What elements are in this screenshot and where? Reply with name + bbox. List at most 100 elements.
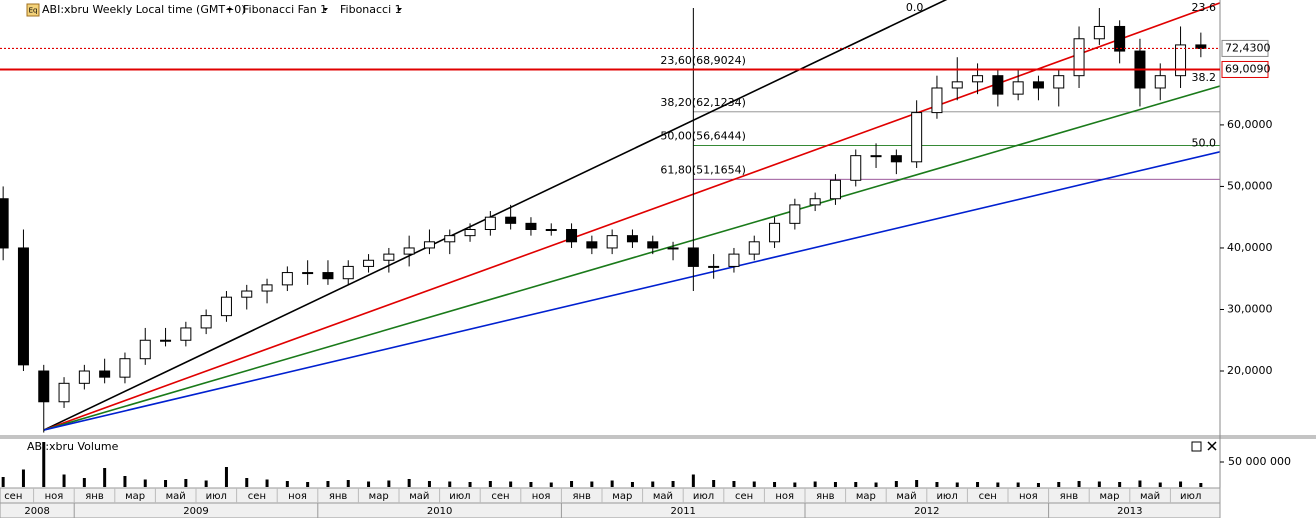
volume-bar [935,482,939,487]
candle-body [78,370,90,384]
month-label: янв [816,491,835,502]
candle-body [0,198,9,249]
candle-body [1073,38,1085,77]
fan-ray-label: 38.2 [1192,71,1217,84]
volume-bar [996,482,1000,487]
candle-body [708,265,720,268]
volume-bar [62,474,66,487]
volume-bar [1036,483,1040,487]
candle-body [870,155,882,158]
year-label: 2010 [427,506,452,517]
volume-bar [468,482,472,487]
volume-bar [427,481,431,487]
volume-bar [1158,482,1162,487]
candle-body [1053,75,1065,89]
month-label: июл [693,491,714,502]
volume-bar [570,481,574,487]
month-label: мар [125,491,145,502]
volume-bar [103,468,107,487]
month-label: сен [248,491,266,502]
volume-bar [854,482,858,487]
volume-title: ABI:xbru Volume [27,440,119,453]
candle-body [241,290,253,298]
candle-body [829,179,841,200]
year-label: 2011 [670,506,695,517]
candle-body [1032,81,1044,89]
candle-body [626,235,638,243]
month-label: май [409,491,429,502]
volume-bar [1016,482,1020,487]
volume-bar [671,481,675,487]
price-plot: 23,60(68,9024) 38,20(62,1234) 50,00(56,644… [0,0,1220,433]
candle-body [1093,25,1105,40]
candle-body [850,155,862,181]
year-label: 2009 [183,506,208,517]
year-label: 2008 [24,506,49,517]
month-label: июл [1180,491,1201,502]
close-button[interactable] [1207,441,1217,451]
maximize-button[interactable] [1191,441,1202,452]
symbol-menu[interactable]: ABI:xbru Weekly Local time (GMT+0) [42,3,246,16]
candle-body [322,272,334,280]
volume-bar [123,476,127,487]
candle-body [99,370,111,378]
month-label: мар [612,491,632,502]
fan-ray-label: 50.0 [1192,137,1217,150]
y-tick-label: 40,0000 [1227,241,1273,254]
volume-bar [529,482,533,487]
y-tick-label: 50 000 000 [1228,455,1291,468]
volume-bar [143,479,147,487]
month-label: янв [85,491,104,502]
candle-body [1012,81,1024,95]
y-tick-label: 50,0000 [1227,179,1273,192]
candle-body [728,253,740,267]
month-label: ноя [288,491,307,502]
icon[interactable] [26,3,40,17]
month-label: май [653,491,673,502]
candle-body [423,241,435,249]
candle-body [58,382,70,403]
month-label: май [896,491,916,502]
volume-bar [346,480,350,487]
month-label: ноя [775,491,794,502]
tool-menu[interactable]: Fibonacci 1 [340,3,402,16]
volume-bar [691,474,695,487]
icon-label[interactable]: Eq [29,7,38,15]
volume-bar [894,481,898,487]
month-label: сен [4,491,22,502]
candle-body [992,75,1004,95]
candle-body [1114,25,1126,52]
candle-body [220,296,232,317]
volume-bar [245,478,249,487]
candle-body [951,81,963,89]
candle-body [1175,44,1187,77]
candle-body [383,253,395,261]
month-label: июл [206,491,227,502]
candle-body [444,235,456,243]
volume-bar [224,467,228,487]
month-label: май [1140,491,1160,502]
volume-bar [488,481,492,487]
price-label-box [1221,60,1269,78]
candle-body [748,241,760,255]
tool-menu[interactable]: Fibonacci Fan 1 [243,3,327,16]
candle-body [911,112,923,163]
volume-bar [1097,481,1101,487]
fan-ray [43,150,1220,431]
volume-bar [285,481,289,487]
volume-bar [1057,482,1061,487]
y-tick-label: 20,0000 [1227,364,1273,377]
candle-body [139,339,151,360]
fan-ray-label: 0.0 [906,1,924,14]
candle-body [200,315,212,329]
volume-bar [549,482,553,487]
volume-bar [1138,480,1142,487]
price-label: 69,0090 [1225,62,1271,75]
volume-bar [21,469,25,487]
month-label: сен [735,491,753,502]
volume-bar [326,481,330,487]
volume-bar [1179,481,1183,487]
volume-bar [955,482,959,487]
candle-body [17,247,29,366]
month-label: мар [1099,491,1119,502]
